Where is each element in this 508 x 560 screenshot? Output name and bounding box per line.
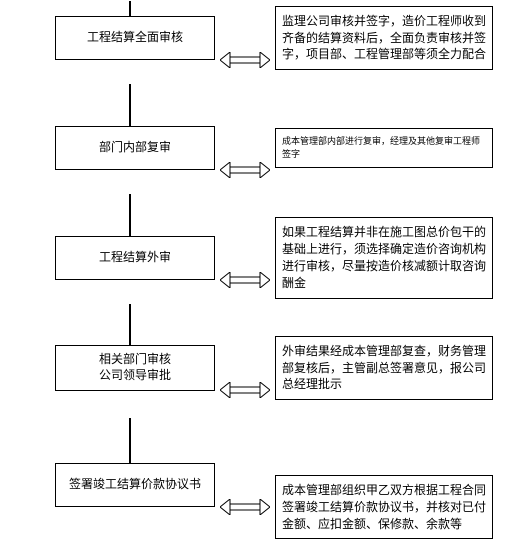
double-arrow-icon (220, 272, 270, 288)
double-arrow-icon (220, 52, 270, 68)
double-arrow-icon (220, 382, 270, 398)
step-label: 部门内部复审 (99, 140, 171, 156)
step-label: 工程结算全面审核 (87, 30, 183, 46)
desc-text: 如果工程结算并非在施工图总价包干的基础上进行，须选择确定造价咨询机构进行审核，尽… (282, 225, 486, 289)
desc-box-4: 成本管理部组织甲乙双方根据工程合同签署竣工结算价款协议书，并核对已付金额、应扣金… (275, 475, 493, 539)
desc-text: 监理公司审核并签字，造价工程师收到齐备的结算资料后，全面负责审核并签字，项目部、… (282, 14, 486, 62)
step-label: 签署竣工结算价款协议书 (69, 477, 201, 493)
step-box-2: 工程结算外审 (55, 236, 215, 280)
desc-box-2: 如果工程结算并非在施工图总价包干的基础上进行，须选择确定造价咨询机构进行审核，尽… (275, 217, 493, 298)
step-label: 工程结算外审 (99, 250, 171, 266)
desc-text: 外审结果经成本管理部复查，财务管理部复核后，主管副总签署意见，报公司总经理批示 (282, 344, 486, 392)
desc-box-0: 监理公司审核并签字，造价工程师收到齐备的结算资料后，全面负责审核并签字，项目部、… (275, 6, 493, 70)
step-box-1: 部门内部复审 (55, 126, 215, 170)
desc-box-1: 成本管理部内部进行复审，经理及其他复审工程师签字 (275, 128, 493, 167)
double-arrow-icon (220, 499, 270, 515)
step-box-3: 相关部门审核 公司领导审批 (55, 345, 215, 390)
step-box-4: 签署竣工结算价款协议书 (55, 463, 215, 507)
desc-text: 成本管理部内部进行复审，经理及其他复审工程师签字 (282, 136, 480, 159)
desc-text: 成本管理部组织甲乙双方根据工程合同签署竣工结算价款协议书，并核对已付金额、应扣金… (282, 483, 486, 531)
desc-box-3: 外审结果经成本管理部复查，财务管理部复核后，主管副总签署意见，报公司总经理批示 (275, 336, 493, 400)
double-arrow-icon (220, 162, 270, 178)
step-label: 相关部门审核 公司领导审批 (99, 352, 171, 383)
step-box-0: 工程结算全面审核 (55, 16, 215, 60)
